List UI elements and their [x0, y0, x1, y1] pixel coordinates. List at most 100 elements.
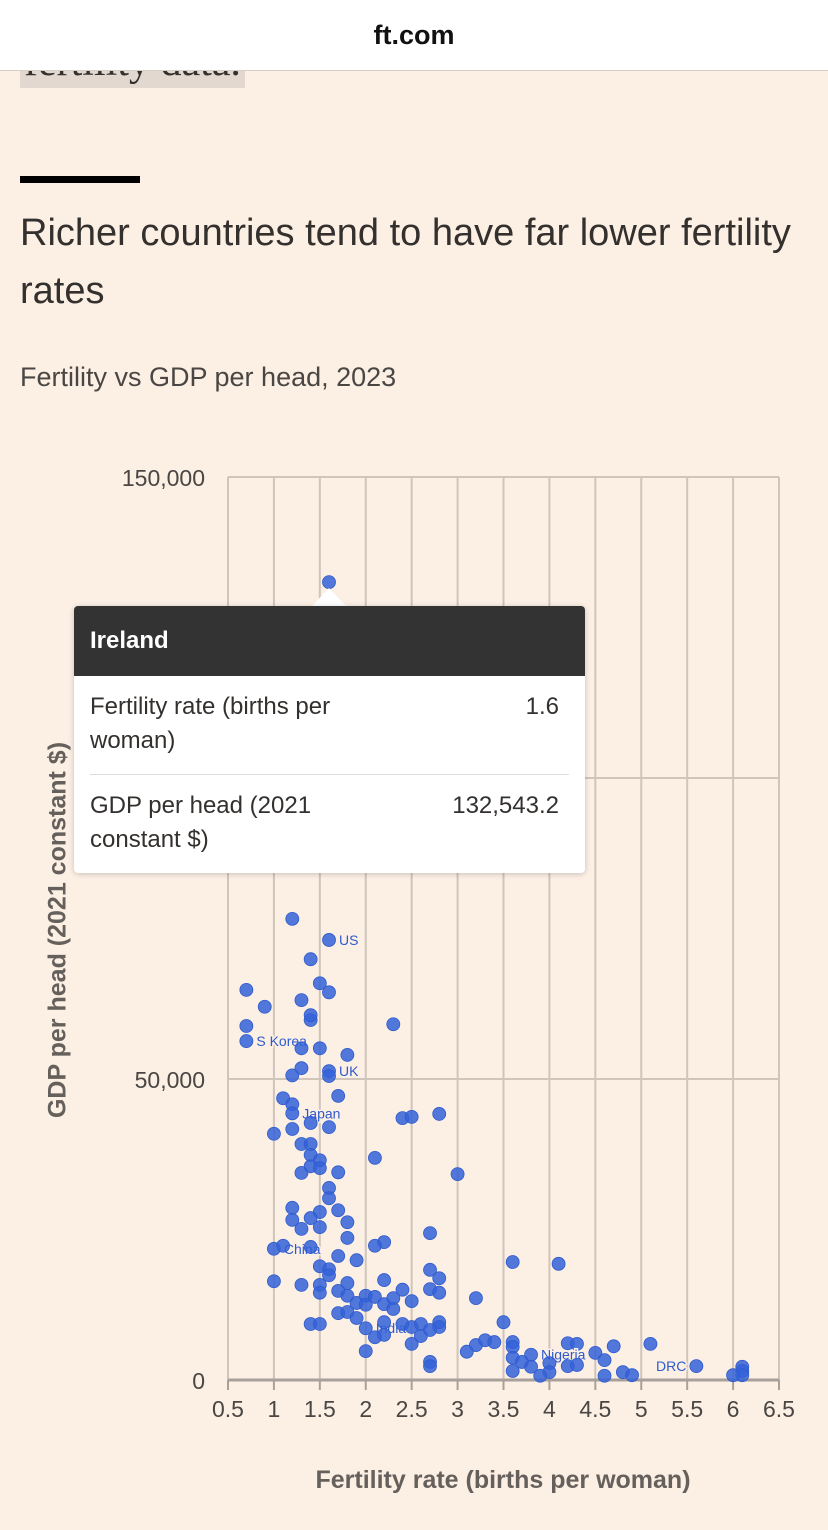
data-point[interactable]	[413, 1329, 428, 1343]
data-point[interactable]	[322, 933, 336, 947]
tooltip-pointer	[312, 588, 346, 606]
data-point[interactable]	[597, 1353, 612, 1368]
data-point[interactable]	[322, 1069, 336, 1083]
data-point[interactable]	[285, 1122, 300, 1136]
data-point[interactable]	[285, 1200, 300, 1215]
data-point[interactable]	[533, 1368, 548, 1383]
data-point[interactable]	[358, 1321, 373, 1336]
data-point[interactable]	[303, 1116, 318, 1130]
data-point[interactable]	[322, 1120, 336, 1135]
data-point[interactable]	[349, 1311, 364, 1325]
data-point[interactable]	[450, 1167, 465, 1182]
y-tick-label: 150,000	[122, 465, 205, 491]
data-point[interactable]	[285, 911, 300, 926]
data-point-ireland[interactable]	[322, 575, 336, 589]
data-point[interactable]	[423, 1226, 437, 1241]
data-point[interactable]	[386, 1302, 401, 1316]
data-point[interactable]	[239, 983, 254, 997]
data-point[interactable]	[285, 1106, 300, 1121]
data-point[interactable]	[423, 1359, 437, 1374]
x-axis-label: Fertility rate (births per woman)	[315, 1466, 691, 1494]
data-point[interactable]	[726, 1368, 740, 1383]
data-point[interactable]	[524, 1359, 538, 1374]
data-point[interactable]	[239, 1034, 254, 1048]
data-point[interactable]	[294, 1061, 309, 1076]
data-point[interactable]	[303, 952, 318, 967]
data-point[interactable]	[276, 1238, 291, 1253]
data-point[interactable]	[689, 1359, 704, 1374]
data-point[interactable]	[358, 1344, 373, 1359]
data-point[interactable]	[469, 1291, 483, 1306]
data-point[interactable]	[340, 1215, 355, 1230]
data-point[interactable]	[267, 1274, 281, 1289]
y-axis-label: GDP per head (2021 constant $)	[43, 741, 72, 1119]
data-point[interactable]	[404, 1294, 419, 1309]
data-point[interactable]	[312, 1220, 327, 1234]
data-point[interactable]	[625, 1368, 639, 1383]
data-point[interactable]	[331, 1165, 346, 1180]
x-tick-label: 5	[635, 1396, 648, 1422]
data-point[interactable]	[368, 1238, 382, 1253]
data-point[interactable]	[551, 1256, 566, 1271]
data-point[interactable]	[496, 1315, 511, 1330]
data-point[interactable]	[331, 1088, 346, 1103]
data-point[interactable]	[340, 1231, 355, 1245]
data-point[interactable]	[487, 1335, 502, 1349]
data-point[interactable]	[368, 1290, 382, 1304]
data-point[interactable]	[322, 1191, 336, 1206]
data-point[interactable]	[322, 985, 336, 1000]
data-point[interactable]	[303, 1008, 318, 1023]
data-point[interactable]	[358, 1297, 373, 1312]
data-point[interactable]	[404, 1110, 419, 1124]
tooltip-label: GDP per head (2021 constant $)	[90, 792, 312, 853]
data-point[interactable]	[312, 976, 327, 991]
data-point[interactable]	[432, 1285, 447, 1300]
data-point[interactable]	[294, 1041, 309, 1056]
data-point[interactable]	[597, 1368, 612, 1383]
data-point[interactable]	[404, 1336, 419, 1351]
data-point[interactable]	[267, 1126, 281, 1141]
data-point[interactable]	[377, 1273, 392, 1287]
data-point[interactable]	[340, 1288, 355, 1303]
data-point[interactable]	[303, 1211, 318, 1225]
data-point[interactable]	[303, 1240, 318, 1254]
data-point[interactable]	[285, 1068, 300, 1083]
data-point[interactable]	[432, 1271, 447, 1286]
data-point[interactable]	[322, 1268, 336, 1283]
data-point[interactable]	[505, 1364, 520, 1378]
data-point[interactable]	[459, 1344, 474, 1359]
x-tick-label: 6	[727, 1396, 740, 1422]
data-point[interactable]	[257, 999, 272, 1014]
point-label: US	[339, 932, 358, 948]
data-point[interactable]	[606, 1339, 621, 1354]
data-point[interactable]	[331, 1249, 346, 1263]
data-point[interactable]	[368, 1150, 382, 1165]
data-point[interactable]	[294, 993, 309, 1008]
data-point[interactable]	[285, 1212, 300, 1227]
data-point[interactable]	[312, 1161, 327, 1175]
data-point[interactable]	[294, 1277, 309, 1292]
data-point[interactable]	[349, 1253, 364, 1268]
data-point[interactable]	[423, 1262, 437, 1277]
data-point[interactable]	[340, 1048, 355, 1062]
tooltip-value: 132,543.2	[452, 792, 559, 819]
data-point[interactable]	[643, 1336, 658, 1351]
data-point[interactable]	[570, 1336, 584, 1351]
data-point[interactable]	[395, 1282, 410, 1297]
browser-address-bar[interactable]: ft.com	[0, 0, 828, 71]
data-point[interactable]	[294, 1221, 309, 1236]
data-point[interactable]	[312, 1317, 327, 1331]
point-label: DRC	[656, 1358, 686, 1374]
data-point[interactable]	[239, 1019, 254, 1033]
data-point[interactable]	[377, 1315, 392, 1330]
data-point[interactable]	[505, 1255, 520, 1269]
data-point[interactable]	[386, 1017, 401, 1032]
data-point[interactable]	[312, 1285, 327, 1300]
data-point[interactable]	[570, 1358, 584, 1372]
data-point[interactable]	[588, 1346, 603, 1360]
data-point[interactable]	[331, 1203, 346, 1218]
data-point[interactable]	[312, 1041, 327, 1056]
chart-title: Richer countries tend to have far lower …	[20, 212, 791, 312]
data-point[interactable]	[377, 1327, 392, 1342]
data-point[interactable]	[432, 1107, 447, 1121]
